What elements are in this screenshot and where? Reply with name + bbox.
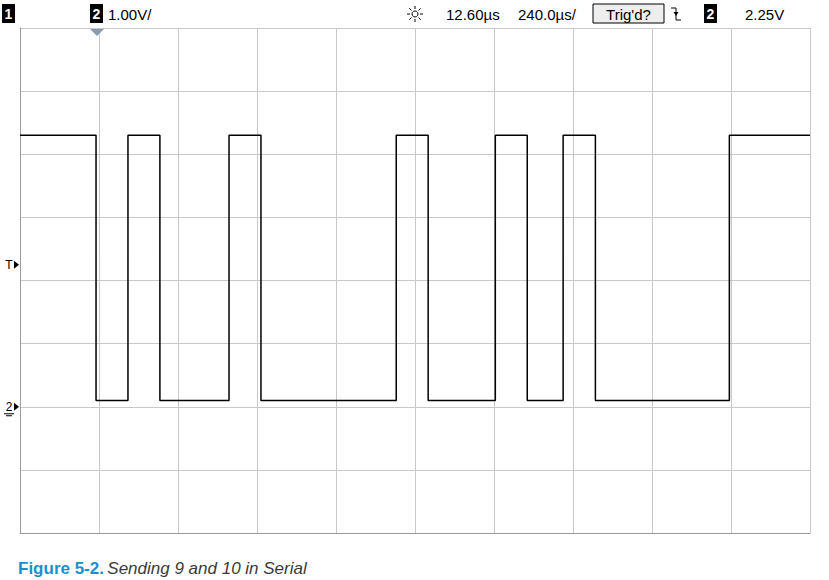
svg-text:1.00V/: 1.00V/ [108,6,152,23]
svg-text:2: 2 [707,6,715,22]
svg-text:12.60µs: 12.60µs [446,6,500,23]
svg-text:2.25V: 2.25V [745,6,784,23]
svg-text:1: 1 [5,6,13,22]
svg-text:2: 2 [6,400,13,414]
svg-text:Sending 9 and 10 in Serial: Sending 9 and 10 in Serial [107,559,308,578]
svg-text:Trig'd?: Trig'd? [606,6,651,23]
svg-text:Figure 5-2.: Figure 5-2. [18,559,104,578]
svg-text:T: T [5,258,13,272]
svg-text:2: 2 [93,6,101,22]
svg-text:240.0µs/: 240.0µs/ [518,6,577,23]
